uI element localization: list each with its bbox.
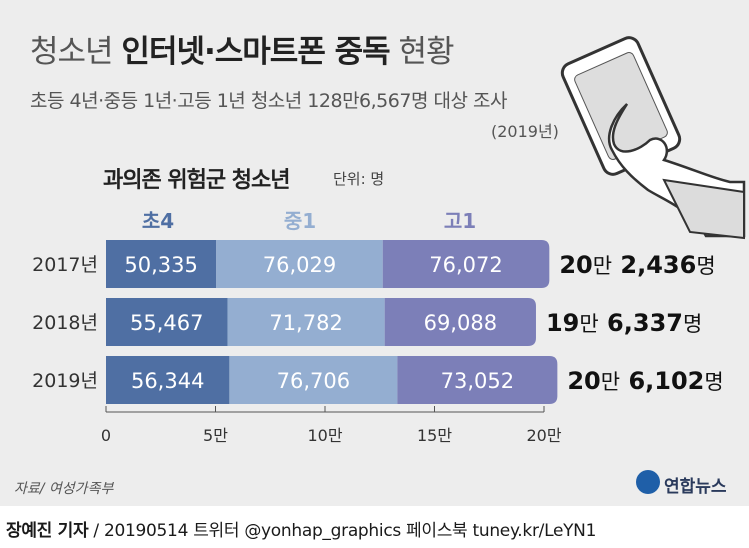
- x-tick-label: 0: [101, 426, 111, 445]
- bar-segment: [106, 356, 230, 404]
- credit-bar: [0, 506, 749, 548]
- bar-segment: [227, 298, 385, 346]
- bar-value-label: 73,052: [441, 369, 514, 393]
- total-label-part: 20: [559, 251, 592, 279]
- unit-note: 단위: 명: [333, 170, 385, 188]
- credit-name: 장예진 기자: [6, 521, 89, 541]
- x-tick-label: 10만: [307, 426, 342, 445]
- subtitle: 초등 4년·중등 1년·고등 1년 청소년 128만6,567명 대상 조사: [30, 90, 507, 112]
- row-label: 2019년: [32, 370, 98, 392]
- bar-segment: [106, 298, 228, 346]
- x-tick-label: 5만: [203, 426, 228, 445]
- title-prefix: 청소년: [30, 34, 122, 70]
- legend-label: 초4: [142, 209, 174, 233]
- x-tick-label: 20만: [526, 426, 561, 445]
- year-note: (2019년): [491, 122, 559, 141]
- bar-value-label: 69,088: [424, 311, 497, 335]
- total-label-part: 만: [579, 312, 598, 336]
- bar-segment: [106, 240, 217, 288]
- total-label-part: 2,436: [612, 251, 696, 279]
- bar-segment: [397, 356, 558, 404]
- title-main: 인터넷·스마트폰 중독: [121, 34, 390, 70]
- bar-value-label: 76,029: [263, 253, 336, 277]
- total-label: 19만 6,337명: [546, 309, 702, 337]
- bar-segment: [216, 240, 383, 288]
- bar-value-label: 71,782: [269, 311, 342, 335]
- total-label-part: 명: [683, 312, 702, 336]
- legend-label: 고1: [444, 209, 476, 233]
- total-label-part: 6,102: [620, 367, 704, 395]
- total-label-part: 명: [696, 254, 715, 278]
- row-label: 2017년: [32, 254, 98, 276]
- title-suffix: 현황: [389, 34, 455, 70]
- bar-value-label: 76,706: [277, 369, 350, 393]
- total-label: 20만 2,436명: [559, 251, 715, 279]
- source-note: 자료/ 여성가족부: [14, 481, 114, 497]
- total-label-part: 6,337: [599, 309, 683, 337]
- bar-value-label: 56,344: [131, 369, 204, 393]
- total-label: 20만 6,102명: [567, 367, 723, 395]
- total-label-part: 19: [546, 309, 579, 337]
- yonhap-logo: 연합뉴스: [636, 472, 727, 497]
- yonhap-logo-icon: [636, 470, 660, 494]
- group-title: 과의존 위험군 청소년: [103, 168, 290, 193]
- phone-illustration: [560, 36, 746, 240]
- bar-segment: [382, 240, 550, 288]
- bar-value-label: 55,467: [130, 311, 203, 335]
- credit-rest: / 20190514 트위터 @yonhap_graphics 페이스북 tun…: [88, 521, 597, 541]
- page-title: 청소년 인터넷·스마트폰 중독 현황: [30, 26, 455, 71]
- total-label-part: 만: [601, 370, 620, 394]
- bar-segment: [229, 356, 398, 404]
- bar-value-label: 76,072: [429, 253, 502, 277]
- total-label-part: 명: [704, 370, 723, 394]
- logo-text: 연합뉴스: [664, 477, 727, 497]
- legend-label: 중1: [284, 209, 316, 233]
- x-tick-label: 15만: [417, 426, 452, 445]
- row-label: 2018년: [32, 312, 98, 334]
- bar-value-label: 50,335: [124, 253, 197, 277]
- bar-segment: [384, 298, 536, 346]
- total-label-part: 만: [593, 254, 612, 278]
- credit-text: 장예진 기자 / 20190514 트위터 @yonhap_graphics 페…: [6, 516, 596, 541]
- total-label-part: 20: [567, 367, 600, 395]
